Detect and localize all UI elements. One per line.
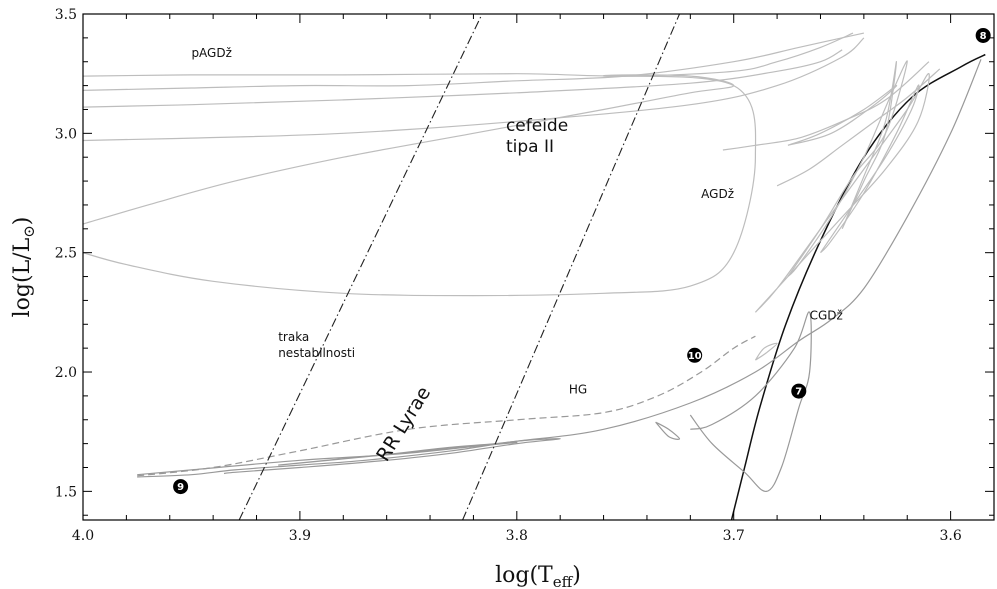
instability-strip-blue-edge: [239, 14, 482, 520]
stage-marker-label: 9: [177, 482, 184, 493]
y-tick-label: 3.0: [55, 126, 77, 142]
stage-marker: 7: [791, 384, 806, 399]
x-tick-label: 3.9: [289, 528, 311, 544]
annotation-hg: HG: [569, 383, 587, 397]
annotation-pagb: pAGDž: [191, 46, 231, 60]
annotations: pAGDž cefeide tipa II AGDž CGDž traka nestabil…: [191, 46, 842, 465]
x-tick-label: 3.7: [723, 528, 745, 544]
y-tick-label: 1.5: [55, 484, 77, 500]
y-axis-label: log(L/L⊙): [10, 217, 38, 318]
x-tick-label: 3.6: [939, 528, 961, 544]
stage-marker-label: 10: [688, 351, 702, 362]
annotation-cepheids: cefeide tipa II: [506, 116, 568, 157]
track-cepheid-4: [83, 33, 864, 90]
annotation-strip: traka nestabilnosti: [278, 330, 355, 360]
plot-frame: [83, 14, 994, 520]
annotation-rgb-label: CGDž: [810, 309, 843, 323]
track-hg-dashed: [137, 336, 755, 476]
plot-area: [83, 14, 985, 520]
track-rgb: [732, 55, 986, 520]
x-tick-label: 4.0: [72, 528, 94, 544]
x-axis-ticks: 4.0 3.9 3.8 3.7 3.6: [72, 14, 994, 544]
markers: 8 10 7 9: [173, 28, 991, 494]
track-loop-mid: [755, 343, 777, 360]
y-tick-label: 2.5: [55, 246, 77, 262]
track-loop-07: [690, 312, 811, 492]
y-tick-label: 2.0: [55, 365, 77, 381]
stage-marker: 8: [976, 28, 991, 43]
track-small-loop: [656, 422, 680, 439]
track-cepheid-1: [83, 75, 756, 296]
stage-marker-label: 8: [980, 31, 987, 42]
stage-marker-label: 7: [795, 387, 802, 398]
axes: [83, 14, 994, 520]
y-axis-ticks: 1.5 2.0 2.5 3.0 3.5: [55, 7, 994, 515]
annotation-agb: AGDž: [701, 187, 734, 201]
stage-marker: 9: [173, 479, 188, 494]
x-tick-label: 3.8: [506, 528, 528, 544]
y-tick-label: 3.5: [55, 7, 77, 23]
stage-marker: 10: [687, 348, 702, 363]
x-axis-label: log(Teff): [495, 563, 581, 589]
